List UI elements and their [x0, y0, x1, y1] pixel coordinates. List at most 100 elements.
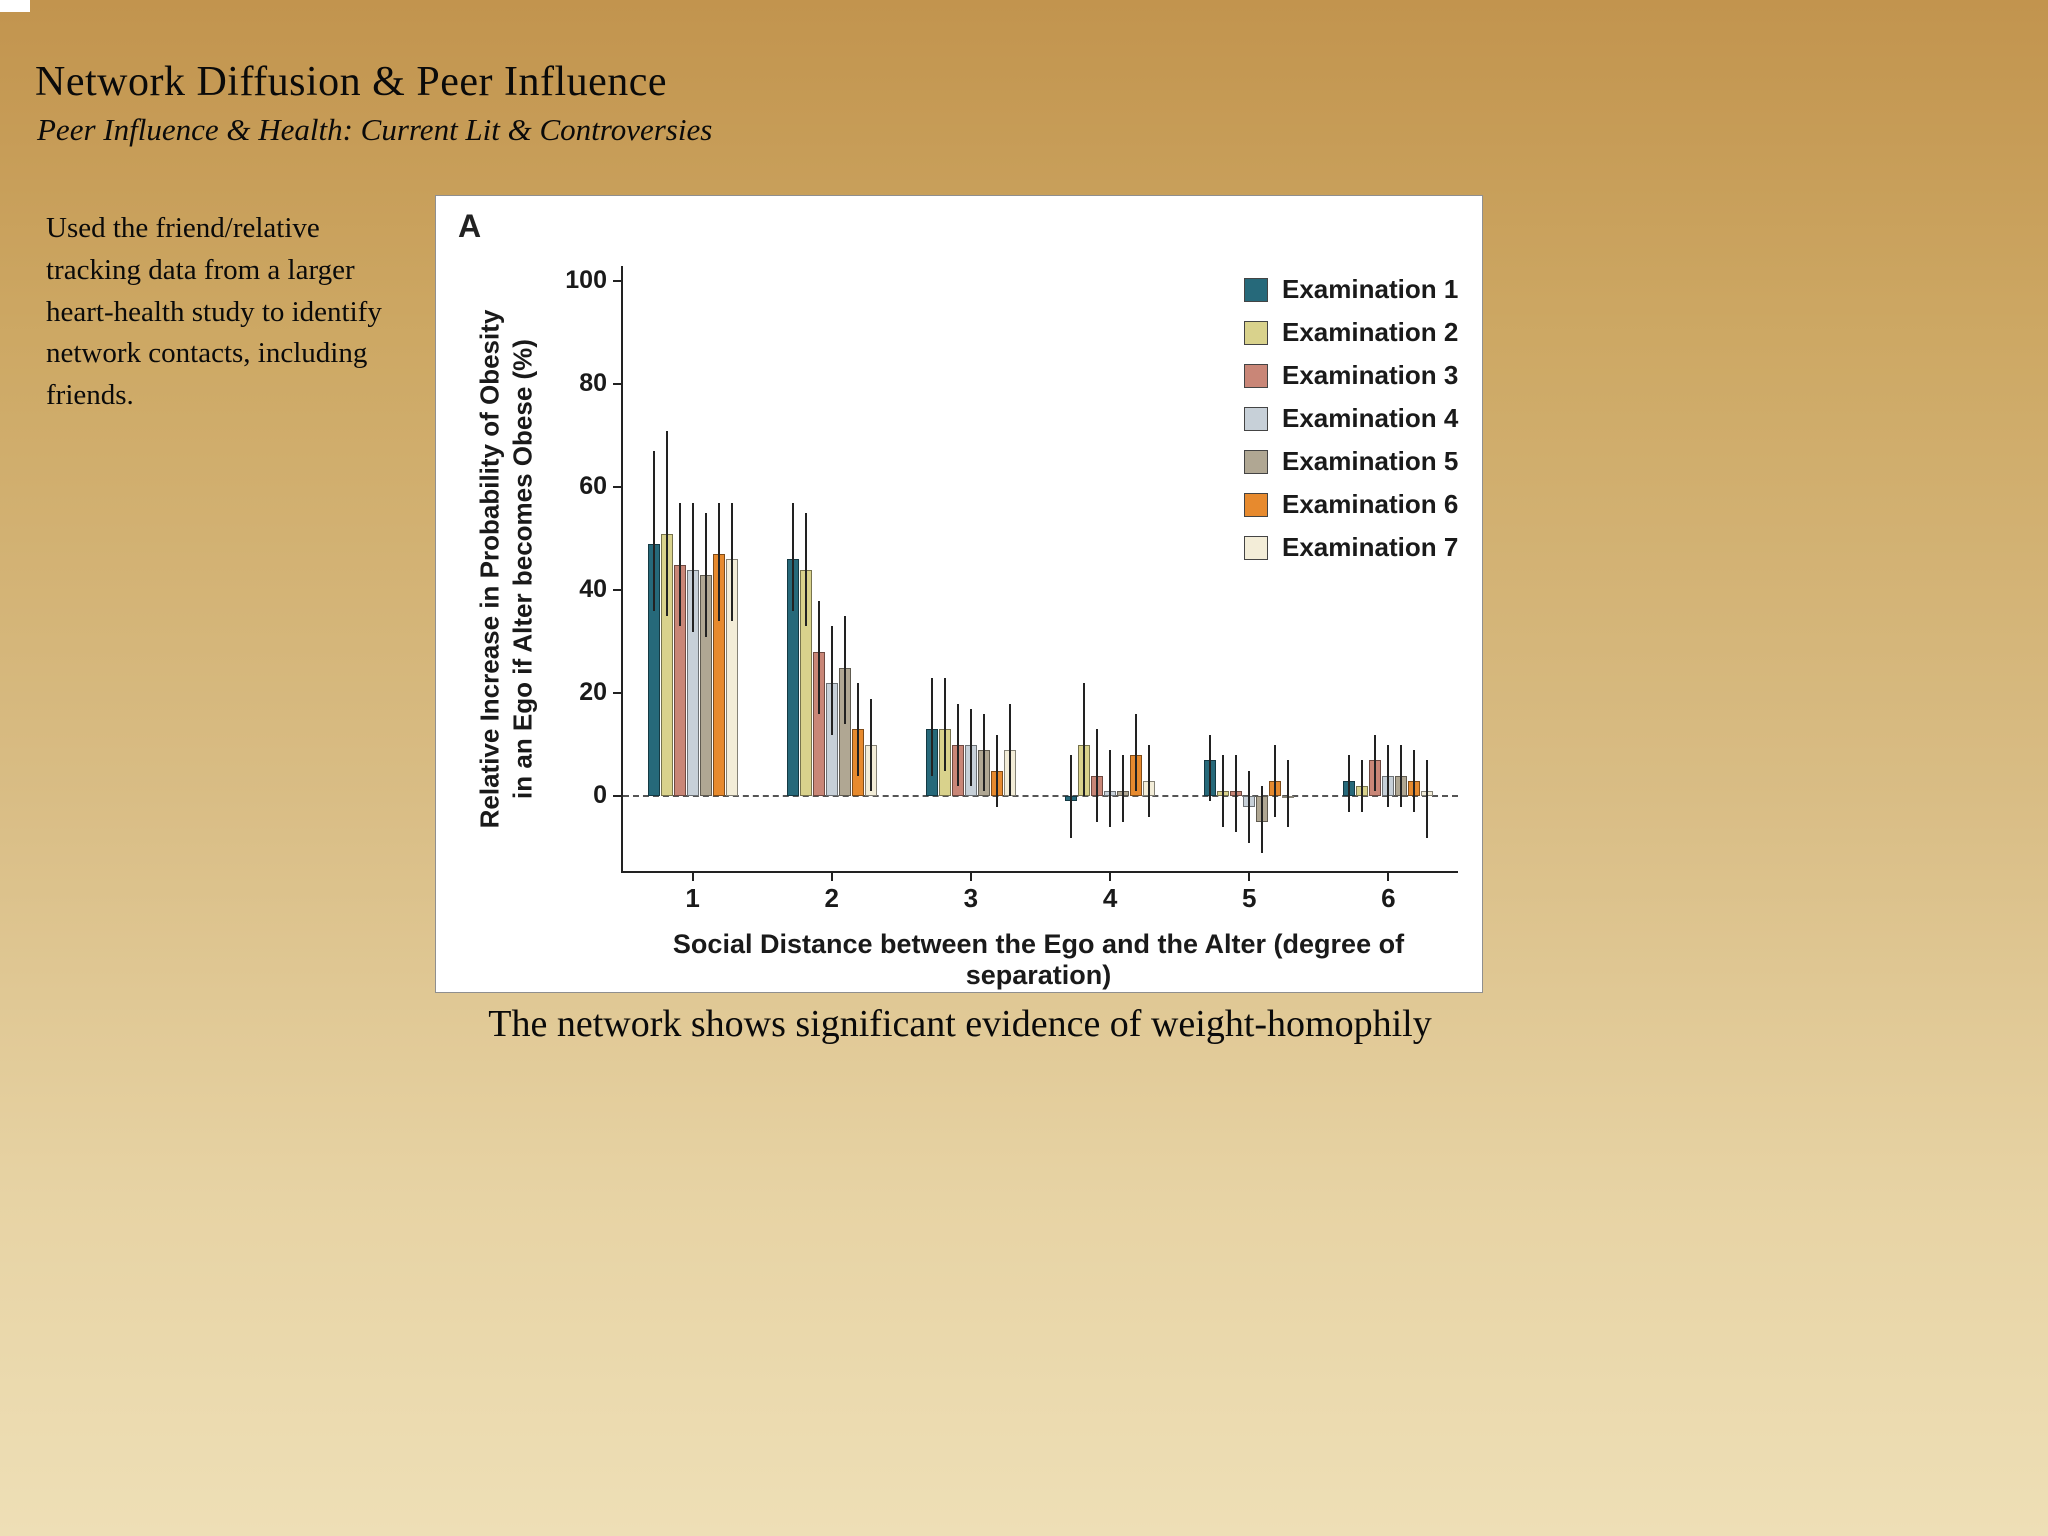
error-bar-exam4-dist4	[1109, 750, 1112, 828]
error-bar-exam7-dist4	[1148, 744, 1151, 817]
y-axis-label-wrap: Relative Increase in Probability of Obes…	[466, 266, 546, 871]
error-bar-exam6-dist3	[995, 734, 998, 807]
y-tick	[613, 486, 623, 489]
error-bar-exam3-dist1	[678, 502, 681, 627]
plot-area: 0 20 40 60 80 100 1 2 3 4 5 6	[565, 266, 1458, 913]
y-tick	[613, 692, 623, 695]
x-tick	[1109, 873, 1112, 881]
x-tick-label: 2	[824, 883, 839, 913]
chart-figure: A Relative Increase in Probability of Ob…	[435, 195, 1483, 993]
legend-swatch-icon	[1244, 363, 1268, 388]
legend-label: Examination 5	[1282, 446, 1459, 476]
error-bar-exam5-dist4	[1122, 755, 1125, 823]
slide-subtitle: Peer Influence & Health: Current Lit & C…	[37, 112, 713, 147]
error-bar-exam1-dist1	[652, 451, 655, 611]
error-bar-exam6-dist6	[1413, 750, 1416, 812]
legend-item-exam6: Examination 6	[1244, 489, 1458, 520]
error-bar-exam3-dist2	[817, 600, 820, 714]
x-tick-label: 1	[685, 883, 700, 913]
y-tick	[613, 383, 623, 386]
x-tick	[691, 873, 694, 881]
error-bar-exam6-dist1	[717, 502, 720, 622]
error-bar-exam7-dist5	[1287, 760, 1290, 828]
legend-swatch-icon	[1244, 492, 1268, 517]
error-bar-exam6-dist5	[1274, 744, 1277, 817]
error-bar-exam6-dist2	[856, 683, 859, 776]
legend-label: Examination 1	[1282, 274, 1459, 304]
error-bar-exam2-dist3	[943, 677, 946, 771]
error-bar-exam7-dist2	[869, 698, 872, 792]
x-tick-label: 4	[1102, 883, 1118, 913]
legend-swatch-icon	[1244, 406, 1268, 431]
error-bar-exam1-dist4	[1070, 755, 1073, 838]
legend-item-exam5: Examination 5	[1244, 446, 1458, 477]
legend: Examination 1 Examination 2 Examination 3 E…	[1244, 274, 1458, 563]
y-tick-label: 20	[579, 678, 607, 707]
error-bar-exam4-dist1	[691, 502, 694, 632]
y-tick-label: 80	[579, 369, 607, 398]
error-bar-exam5-dist2	[843, 616, 846, 725]
error-bar-exam4-dist3	[969, 708, 972, 787]
error-bar-exam3-dist3	[956, 703, 959, 787]
error-bar-exam1-dist6	[1348, 755, 1351, 812]
error-bar-exam2-dist6	[1361, 760, 1364, 812]
legend-label: Examination 7	[1282, 532, 1459, 562]
error-bar-exam5-dist1	[704, 513, 707, 637]
error-bar-exam1-dist5	[1209, 734, 1212, 802]
error-bar-exam5-dist3	[982, 713, 985, 792]
y-tick-label: 100	[565, 266, 607, 295]
legend-label: Examination 2	[1282, 317, 1459, 347]
x-tick	[1248, 873, 1251, 881]
x-tick	[830, 873, 833, 881]
legend-item-exam2: Examination 2	[1244, 317, 1458, 348]
error-bar-exam7-dist3	[1008, 703, 1011, 797]
legend-label: Examination 6	[1282, 489, 1459, 519]
error-bar-exam3-dist5	[1235, 755, 1238, 833]
error-bar-exam3-dist6	[1374, 734, 1377, 792]
x-tick	[1387, 873, 1390, 881]
caption: The network shows significant evidence o…	[488, 1003, 1432, 1045]
x-tick-label: 6	[1381, 883, 1396, 913]
x-axis-label: Social Distance between the Ego and the …	[672, 929, 1405, 990]
legend-label: Examination 4	[1282, 403, 1459, 433]
y-axis-label: Relative Increase in Probability of Obes…	[474, 309, 539, 828]
x-tick-label: 3	[963, 883, 979, 913]
legend-item-exam3: Examination 3	[1244, 360, 1458, 391]
y-tick	[613, 589, 623, 592]
corner-artifact	[0, 0, 30, 12]
error-bar-exam4-dist5	[1248, 770, 1251, 843]
legend-item-exam1: Examination 1	[1244, 274, 1458, 305]
error-bar-exam5-dist6	[1400, 744, 1403, 807]
error-bar-exam4-dist2	[830, 626, 833, 735]
legend-swatch-icon	[1244, 449, 1268, 474]
y-tick-label: 40	[579, 575, 607, 604]
y-tick	[613, 795, 623, 798]
y-tick-label: 0	[593, 781, 607, 810]
zero-line	[623, 795, 1458, 798]
error-bar-exam1-dist2	[791, 502, 794, 611]
y-tick-label: 60	[579, 472, 607, 501]
error-bar-exam4-dist6	[1387, 744, 1390, 807]
y-axis-label-line2: in an Ego if Alter becomes Obese (%)	[507, 338, 537, 799]
slide-title: Network Diffusion & Peer Influence	[35, 59, 668, 105]
legend-swatch-icon	[1244, 535, 1268, 560]
error-bar-exam7-dist1	[730, 502, 733, 622]
x-tick	[969, 873, 972, 881]
error-bar-exam5-dist5	[1261, 786, 1264, 853]
legend-swatch-icon	[1244, 320, 1268, 345]
error-bar-exam1-dist3	[930, 677, 933, 776]
legend-label: Examination 3	[1282, 360, 1459, 390]
error-bar-exam2-dist2	[804, 513, 807, 627]
legend-swatch-icon	[1244, 277, 1268, 302]
y-tick	[613, 280, 623, 283]
error-bar-exam2-dist4	[1083, 683, 1086, 797]
error-bar-exam2-dist1	[665, 430, 668, 617]
x-tick-label: 5	[1242, 883, 1257, 913]
error-bar-exam3-dist4	[1096, 729, 1099, 823]
legend-item-exam4: Examination 4	[1244, 403, 1458, 434]
error-bar-exam2-dist5	[1222, 755, 1225, 828]
error-bar-exam7-dist6	[1426, 760, 1429, 838]
legend-item-exam7: Examination 7	[1244, 532, 1458, 563]
panel-label: A	[458, 208, 482, 244]
